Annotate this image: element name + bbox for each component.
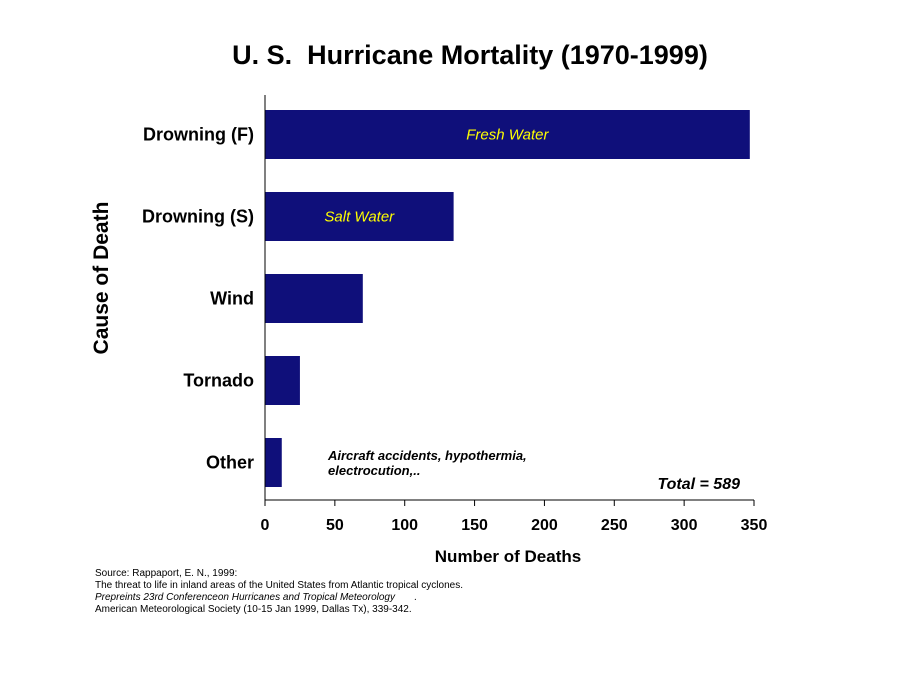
bars-group: Fresh Water Salt Water	[265, 110, 750, 487]
source-line-2: The threat to life in inland areas of th…	[95, 580, 463, 591]
x-tick-label-5: 250	[601, 517, 628, 534]
source-line-3: Prepreints 23rd Conferenceon Hurricanes …	[95, 592, 418, 603]
annotation-line-1: Aircraft accidents, hypothermia,	[327, 448, 527, 463]
bar-label-1: Salt Water	[324, 209, 395, 226]
chart-title: U. S. Hurricane Mortality (1970-1999)	[232, 40, 708, 70]
y-tick-label-3: Tornado	[183, 371, 254, 391]
x-tick-label-3: 150	[461, 517, 488, 534]
source-citation: Source: Rappaport, E. N., 1999: The thre…	[95, 568, 463, 616]
total-label: Total = 589	[657, 476, 740, 493]
y-tick-label-1: Drowning (S)	[142, 207, 254, 227]
source-line-4: American Meteorological Society (10-15 J…	[95, 604, 412, 615]
source-line-1: Source: Rappaport, E. N., 1999:	[95, 568, 238, 579]
y-tick-labels: Drowning (F) Drowning (S) Wind Tornado Other	[142, 125, 254, 473]
bar-label-0: Fresh Water	[466, 127, 549, 144]
x-tick-label-1: 50	[326, 517, 344, 534]
x-ticks: 0 50 100 150 200 250 300 350	[261, 500, 768, 534]
x-tick-label-6: 300	[671, 517, 698, 534]
bar-4	[265, 438, 282, 487]
y-tick-label-4: Other	[206, 453, 254, 473]
bar-2	[265, 274, 363, 323]
x-tick-label-4: 200	[531, 517, 558, 534]
bar-0	[265, 110, 750, 159]
bar-1	[265, 192, 454, 241]
x-tick-label-2: 100	[391, 517, 418, 534]
bar-3	[265, 356, 300, 405]
y-tick-label-0: Drowning (F)	[143, 125, 254, 145]
y-tick-label-2: Wind	[210, 289, 254, 309]
y-axis-title: Cause of Death	[90, 202, 113, 355]
x-tick-label-0: 0	[261, 517, 270, 534]
x-axis-title: Number of Deaths	[435, 547, 581, 566]
annotation-line-2: electrocution,..	[328, 463, 420, 478]
x-tick-label-7: 350	[741, 517, 768, 534]
